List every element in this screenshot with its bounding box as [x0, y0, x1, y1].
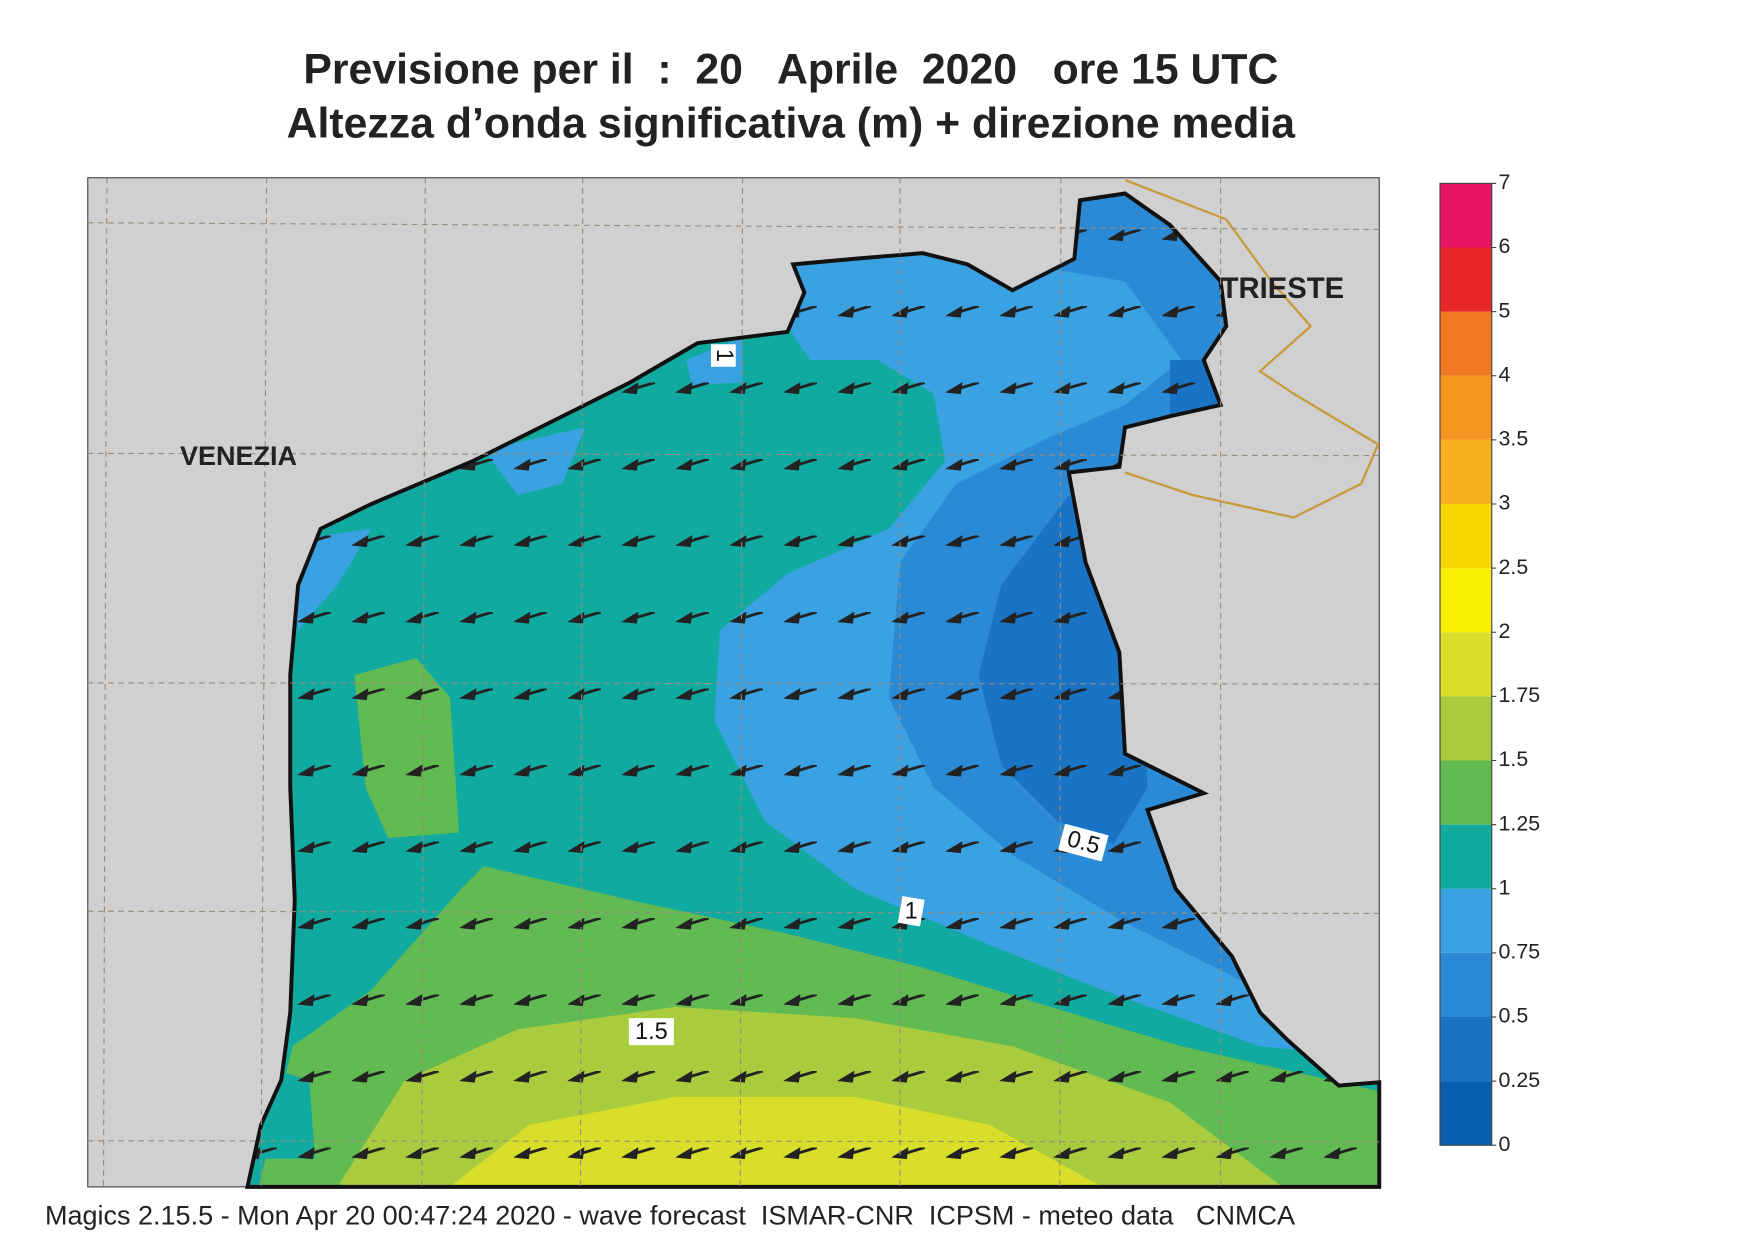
color-bar-segment: [1440, 760, 1492, 825]
color-bar-segment: [1440, 183, 1492, 248]
color-bar-segment: [1440, 632, 1492, 697]
contour-label: 1.5: [635, 1019, 668, 1045]
place-label: VENEZIA: [180, 441, 297, 471]
color-bar-segment: [1440, 311, 1492, 376]
color-bar-frame: [1439, 182, 1493, 1146]
color-bar-segment: [1440, 952, 1492, 1017]
color-bar-segment: [1440, 1081, 1492, 1146]
tick-label: 6: [1499, 234, 1511, 258]
color-bar-segment: [1440, 439, 1492, 504]
tick-label: 2: [1499, 619, 1511, 643]
color-bar-segment: [1440, 696, 1492, 761]
color-bar-segment: [1440, 1017, 1492, 1082]
tick-label: 4: [1499, 362, 1511, 386]
tick-label: 2.5: [1499, 555, 1529, 579]
tick-label: 0: [1499, 1132, 1511, 1156]
tick-label: 0.25: [1499, 1068, 1541, 1092]
color-bar-segment: [1440, 375, 1492, 440]
tick-label: 3: [1499, 491, 1511, 515]
tick-label: 0.75: [1499, 940, 1541, 964]
map: VENEZIA TRIESTE 1 0.5 1 1.5: [87, 177, 1382, 1189]
tick-label: 5: [1499, 298, 1511, 322]
contour-labels: 1 0.5 1 1.5: [628, 344, 1109, 1046]
tick-label: 3.5: [1499, 427, 1529, 451]
color-bar-segment: [1440, 568, 1492, 633]
contour-label: 1: [905, 899, 918, 925]
color-bar-segment: [1440, 504, 1492, 569]
color-bar: 0 0.25 0.5 0.75 1 1.25 1.5 1.75 2 2.5 3 3.5 4 5 6 7: [1439, 170, 1541, 1156]
footer: Magics 2.15.5 - Mon Apr 20 00:47:24 2020…: [45, 1200, 1295, 1230]
color-bar-segment: [1440, 888, 1492, 953]
tick-label: 1.25: [1499, 811, 1541, 835]
place-label: TRIESTE: [1221, 273, 1345, 305]
tick-label: 1: [1499, 875, 1511, 899]
tick-label: 0.5: [1499, 1004, 1529, 1028]
tick-label: 1.5: [1499, 747, 1529, 771]
subtitle: Altezza d’onda significativa (m) + direz…: [287, 99, 1297, 147]
contour-label: 1: [711, 349, 737, 362]
title: Previsione per il : 20 Aprile 2020 ore 1…: [303, 45, 1278, 93]
color-bar-segment: [1440, 247, 1492, 312]
tick-label: 7: [1499, 170, 1511, 194]
tick-label: 1.75: [1499, 683, 1541, 707]
color-bar-segment: [1440, 824, 1492, 889]
